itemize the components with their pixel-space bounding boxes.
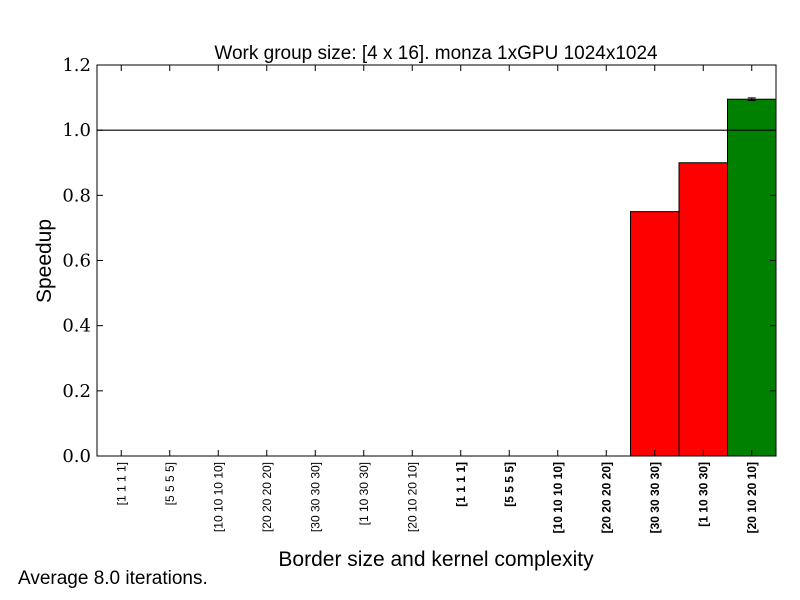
y-tick-label: 1.2 [62, 55, 91, 76]
iterations-footnote: Average 8.0 iterations. [18, 568, 208, 589]
x-tick-label: [5 5 5 5] [163, 462, 177, 505]
x-tick-label: [20 20 20 20] [599, 462, 613, 533]
y-tick-label: 0.4 [62, 316, 91, 337]
y-axis-label: Speedup [33, 219, 56, 303]
x-tick-label: [1 10 30 30] [696, 462, 710, 527]
y-tick-label: 0.8 [62, 185, 91, 206]
x-tick-label: [20 10 20 10] [745, 462, 759, 533]
bar [678, 162, 728, 457]
x-tick-label: [10 10 10 10] [211, 462, 225, 532]
x-tick-label: [5 5 5 5] [502, 462, 516, 507]
x-axis-label: Border size and kernel complexity [278, 548, 594, 571]
x-tick-label: [20 10 20 10] [405, 462, 419, 532]
x-tick-label: [10 10 10 10] [551, 462, 565, 533]
y-tick-label: 0.6 [62, 251, 91, 272]
x-tick-label: [1 1 1 1] [114, 462, 128, 505]
chart-title: Work group size: [4 x 16]. monza 1xGPU 1… [214, 43, 658, 64]
bars-layer [630, 97, 777, 457]
x-ticks-layer: [1 1 1 1] [5 5 5 5] [10 10 10 10] [20 20 20… [114, 65, 759, 533]
y-tick-label: 1.0 [62, 120, 91, 141]
x-tick-label: [30 30 30 30] [308, 462, 322, 532]
bar [630, 211, 680, 457]
x-tick-label: [1 1 1 1] [454, 462, 468, 507]
y-ticks-layer: 0.0 0.2 0.4 0.6 0.8 1.0 1.2 [62, 55, 776, 467]
y-tick-label: 0.2 [62, 381, 91, 402]
bar [727, 98, 777, 457]
x-tick-label: [30 30 30 30] [648, 462, 662, 533]
x-tick-label: [20 20 20 20] [260, 462, 274, 532]
x-tick-label: [1 10 30 30] [357, 462, 371, 525]
y-tick-label: 0.0 [62, 446, 91, 467]
